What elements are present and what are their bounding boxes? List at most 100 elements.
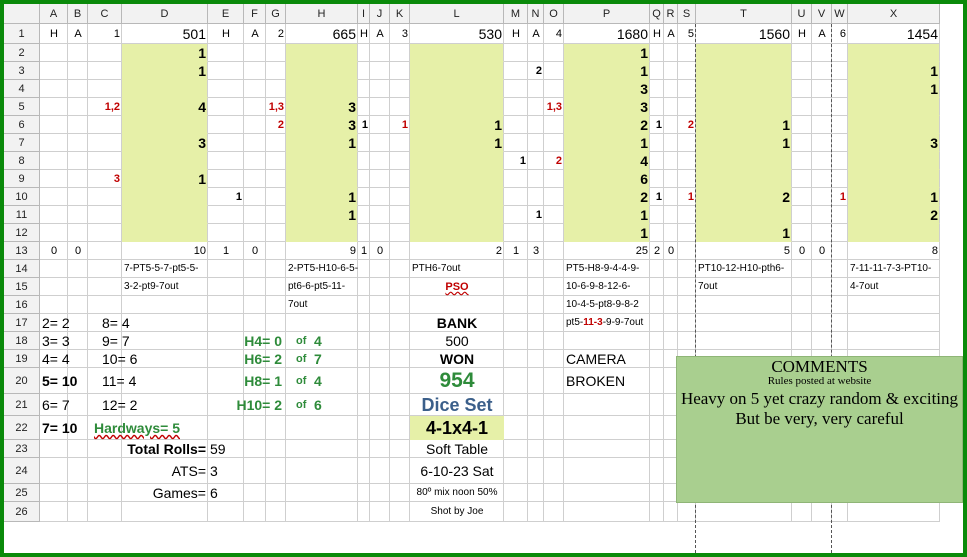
grid-cell[interactable] [812,116,832,134]
grid-cell[interactable] [358,394,370,416]
grid-cell[interactable] [812,502,832,522]
grid-cell[interactable] [650,98,664,116]
row-header-5[interactable]: 5 [4,98,40,116]
grid-cell[interactable] [792,188,812,206]
grid-cell[interactable] [88,24,122,44]
grid-cell[interactable] [564,206,650,224]
grid-cell[interactable] [122,206,208,224]
grid-cell[interactable] [504,440,528,458]
grid-cell[interactable] [390,394,410,416]
grid-cell[interactable] [528,98,544,116]
grid-cell[interactable] [358,62,370,80]
grid-cell[interactable] [390,44,410,62]
grid-cell[interactable] [244,440,266,458]
grid-cell[interactable] [266,116,286,134]
grid-cell[interactable] [528,484,544,502]
grid-cell[interactable] [812,188,832,206]
grid-cell[interactable] [68,80,88,98]
grid-cell[interactable] [122,350,208,368]
grid-cell[interactable] [122,170,208,188]
grid-cell[interactable] [564,62,650,80]
grid-cell[interactable] [358,134,370,152]
grid-cell[interactable] [696,152,792,170]
grid-cell[interactable] [696,278,792,296]
grid-cell[interactable] [678,80,696,98]
grid-cell[interactable] [848,296,940,314]
grid-cell[interactable] [286,24,358,44]
grid-cell[interactable] [848,314,940,332]
grid-cell[interactable] [650,152,664,170]
grid-cell[interactable] [812,98,832,116]
grid-cell[interactable] [358,98,370,116]
row-header-12[interactable]: 12 [4,224,40,242]
grid-cell[interactable] [650,440,664,458]
grid-cell[interactable] [370,296,390,314]
grid-cell[interactable] [244,458,266,484]
grid-cell[interactable] [122,416,208,440]
grid-cell[interactable] [528,332,544,350]
grid-cell[interactable] [832,224,848,242]
grid-cell[interactable] [68,44,88,62]
grid-cell[interactable] [266,134,286,152]
grid-cell[interactable] [266,44,286,62]
grid-cell[interactable] [544,24,564,44]
grid-cell[interactable] [358,332,370,350]
grid-cell[interactable] [664,242,678,260]
grid-cell[interactable] [678,278,696,296]
grid-cell[interactable] [122,152,208,170]
grid-cell[interactable] [696,80,792,98]
grid-cell[interactable] [564,242,650,260]
grid-cell[interactable] [68,260,88,278]
grid-cell[interactable] [678,170,696,188]
grid-cell[interactable] [812,62,832,80]
grid-cell[interactable] [370,188,390,206]
grid-cell[interactable] [88,440,122,458]
grid-cell[interactable] [832,188,848,206]
grid-cell[interactable] [88,116,122,134]
grid-cell[interactable] [410,502,504,522]
grid-cell[interactable] [564,224,650,242]
grid-cell[interactable] [848,332,940,350]
grid-cell[interactable] [88,368,122,394]
grid-cell[interactable] [40,314,68,332]
grid-cell[interactable] [208,24,244,44]
grid-cell[interactable] [678,206,696,224]
grid-cell[interactable] [650,44,664,62]
grid-cell[interactable] [370,394,390,416]
grid-cell[interactable] [528,134,544,152]
grid-cell[interactable] [504,278,528,296]
row-header-6[interactable]: 6 [4,116,40,134]
grid-cell[interactable] [678,224,696,242]
grid-cell[interactable] [244,62,266,80]
grid-cell[interactable] [358,296,370,314]
grid-cell[interactable] [664,332,678,350]
grid-cell[interactable] [848,152,940,170]
grid-cell[interactable] [390,62,410,80]
grid-cell[interactable] [88,188,122,206]
grid-cell[interactable] [122,116,208,134]
grid-cell[interactable] [832,206,848,224]
grid-cell[interactable] [528,394,544,416]
grid-cell[interactable] [88,458,122,484]
grid-cell[interactable] [244,416,266,440]
grid-cell[interactable] [266,206,286,224]
grid-cell[interactable] [848,278,940,296]
grid-cell[interactable] [370,62,390,80]
grid-cell[interactable] [792,332,812,350]
grid-cell[interactable] [410,350,504,368]
grid-cell[interactable] [390,98,410,116]
grid-cell[interactable] [68,332,88,350]
grid-cell[interactable] [792,224,812,242]
grid-cell[interactable] [848,224,940,242]
grid-cell[interactable] [370,314,390,332]
grid-cell[interactable] [410,224,504,242]
grid-cell[interactable] [650,188,664,206]
grid-cell[interactable] [544,416,564,440]
grid-cell[interactable] [544,152,564,170]
grid-cell[interactable] [564,350,650,368]
grid-cell[interactable] [244,206,266,224]
grid-cell[interactable] [88,134,122,152]
grid-cell[interactable] [564,24,650,44]
grid-cell[interactable] [40,134,68,152]
grid-cell[interactable] [664,224,678,242]
